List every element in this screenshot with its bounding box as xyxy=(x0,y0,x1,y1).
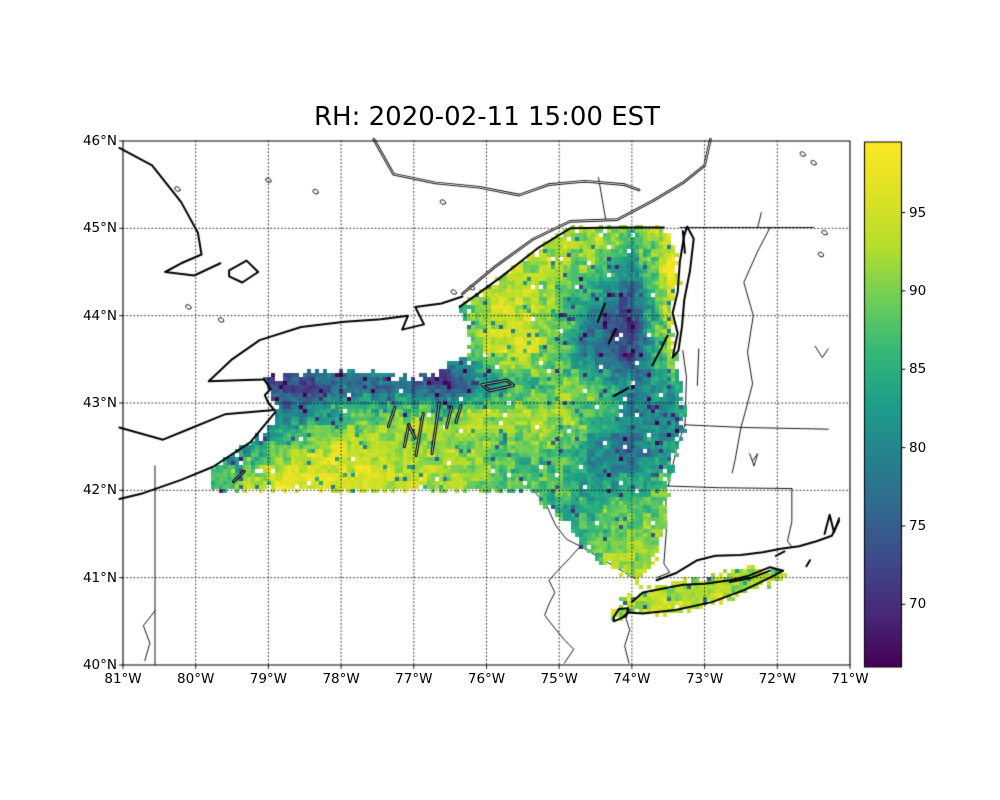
y-tick-label: 46°N xyxy=(82,133,117,149)
x-tick-label: 75°W xyxy=(540,671,578,687)
colorbar-tick-label: 85 xyxy=(909,361,927,378)
colorbar-tick-label: 90 xyxy=(909,282,927,299)
x-tick-label: 79°W xyxy=(249,671,288,687)
x-tick-label: 81°W xyxy=(104,671,142,687)
x-tick-label: 76°W xyxy=(467,671,506,687)
x-tick-label: 80°W xyxy=(177,671,215,687)
colorbar-tick-label: 95 xyxy=(909,204,927,221)
x-tick-label: 78°W xyxy=(322,671,360,687)
colorbar-tick-label: 75 xyxy=(909,517,927,534)
y-tick-label: 41°N xyxy=(82,569,117,586)
y-tick-label: 45°N xyxy=(82,220,117,237)
colorbar-tick-label: 70 xyxy=(909,596,927,613)
y-tick-label: 43°N xyxy=(82,395,117,411)
y-tick-label: 42°N xyxy=(82,482,117,499)
x-tick-label: 72°W xyxy=(758,671,796,687)
colorbar-tick-label: 80 xyxy=(909,439,927,456)
x-tick-label: 77°W xyxy=(395,671,433,687)
y-tick-label: 40°N xyxy=(82,657,117,673)
y-tick-label: 44°N xyxy=(82,307,117,324)
x-tick-label: 73°W xyxy=(685,671,724,687)
plot-title: RH: 2020-02-11 15:00 EST xyxy=(313,102,661,132)
x-tick-label: 74°W xyxy=(613,671,651,687)
x-tick-label: 71°W xyxy=(831,671,869,687)
